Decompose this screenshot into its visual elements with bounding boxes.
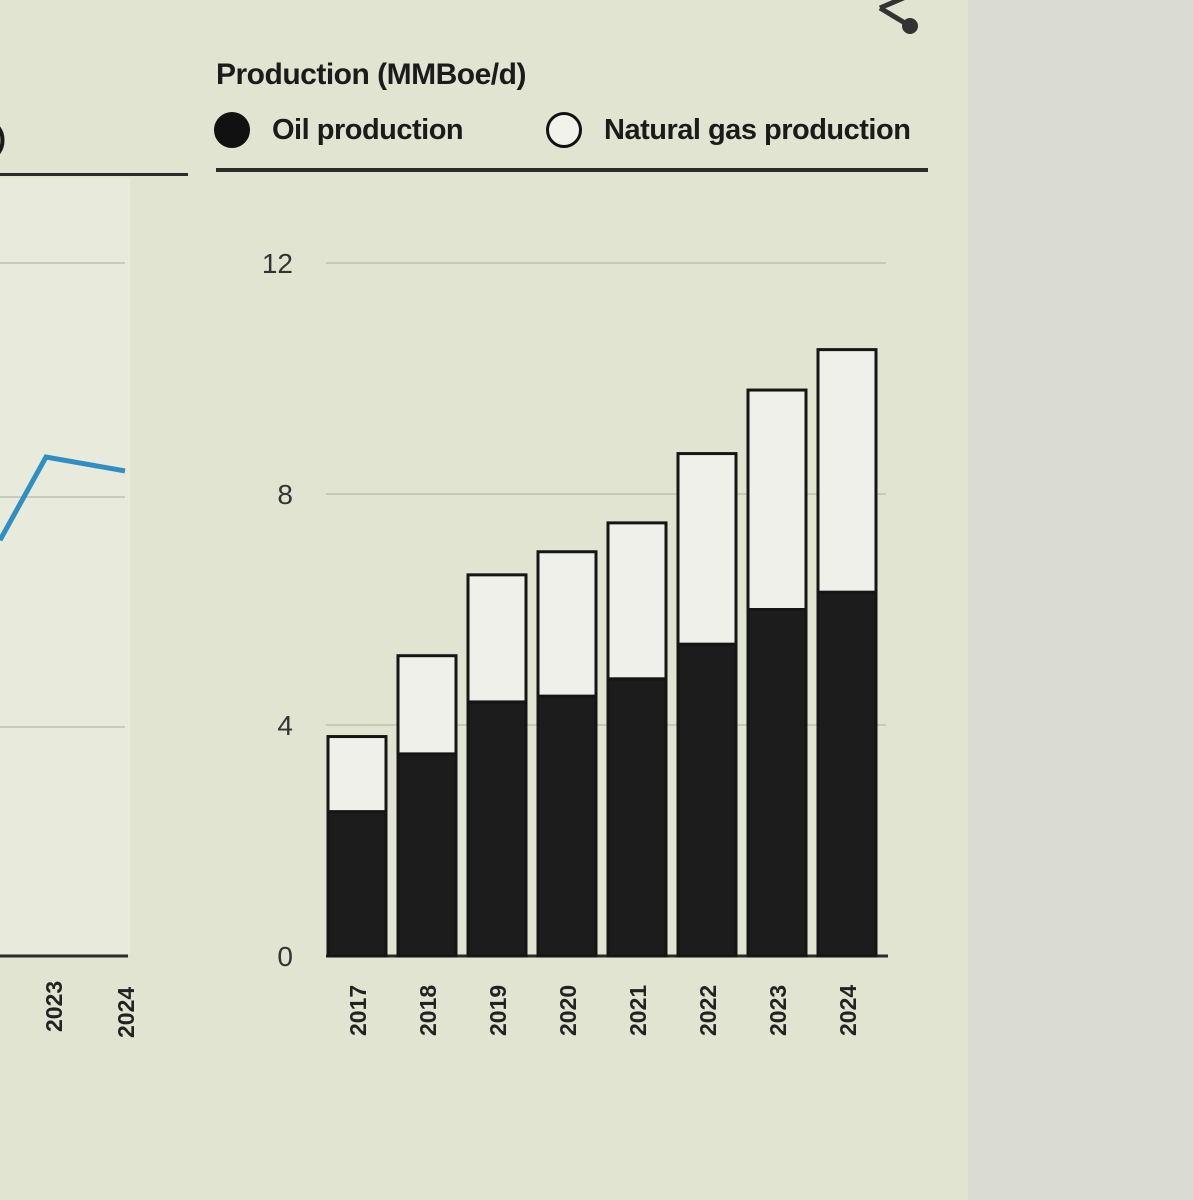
legend-swatch-oil <box>214 112 250 148</box>
legend-label-oil: Oil production <box>272 113 464 146</box>
bar-segment-oil <box>816 590 878 958</box>
x-tick-label: 2022 <box>695 985 721 1036</box>
bar-segment-gas <box>606 521 668 681</box>
title-rule <box>216 168 928 172</box>
bar-segment-oil <box>326 810 388 958</box>
left-x-tick-label: 2023 <box>41 981 67 1032</box>
y-tick-label: 4 <box>277 710 293 741</box>
left-x-tick-label: 2024 <box>113 987 139 1038</box>
x-tick-label: 2024 <box>835 985 861 1036</box>
x-tick-label: 2019 <box>485 985 511 1036</box>
x-tick-label: 2023 <box>765 985 791 1036</box>
bar-segment-oil <box>606 677 668 958</box>
production-chart: 0 4 8 12 2017 2018 2019 2020 2021 2022 2023 2024 <box>262 248 888 1036</box>
legend-item-oil: Oil production <box>214 112 464 148</box>
legend-swatch-gas <box>546 112 582 148</box>
left-title-rule <box>0 173 188 176</box>
bar-segment-gas <box>816 348 878 594</box>
bar-segment-oil <box>676 642 738 958</box>
bar-segment-gas <box>746 388 808 611</box>
x-tick-label: 2020 <box>555 985 581 1036</box>
monitor-bezel <box>968 0 1193 1200</box>
chart-title: Production (MMBoe/d) <box>216 58 526 91</box>
left-chart-svg: 2023 2024 <box>0 262 139 1038</box>
bar-segment-gas <box>676 452 738 646</box>
left-plot-area <box>0 178 130 954</box>
bar-segment-oil <box>396 752 458 958</box>
left-series-line <box>0 454 126 542</box>
y-tick-label: 12 <box>262 248 293 279</box>
bar-segment-gas <box>396 654 458 756</box>
bar-segment-oil <box>536 694 598 958</box>
bar-segment-gas <box>326 735 388 814</box>
left-chart-title: ) <box>0 122 6 156</box>
left-chart-panel: ) 2023 2024 <box>0 0 192 1200</box>
bar-segment-oil <box>466 700 528 958</box>
bar-segment-gas <box>466 573 528 704</box>
legend-label-gas: Natural gas production <box>604 113 911 146</box>
x-tick-label: 2017 <box>345 985 371 1036</box>
bar-segment-oil <box>746 608 808 958</box>
bar-segment-gas <box>536 550 598 698</box>
y-tick-label: 0 <box>277 941 293 972</box>
y-tick-label: 8 <box>277 479 293 510</box>
x-tick-label: 2018 <box>415 985 441 1036</box>
x-tick-label: 2021 <box>625 985 651 1036</box>
share-icon[interactable] <box>868 0 928 40</box>
legend-item-gas: Natural gas production <box>546 112 911 148</box>
